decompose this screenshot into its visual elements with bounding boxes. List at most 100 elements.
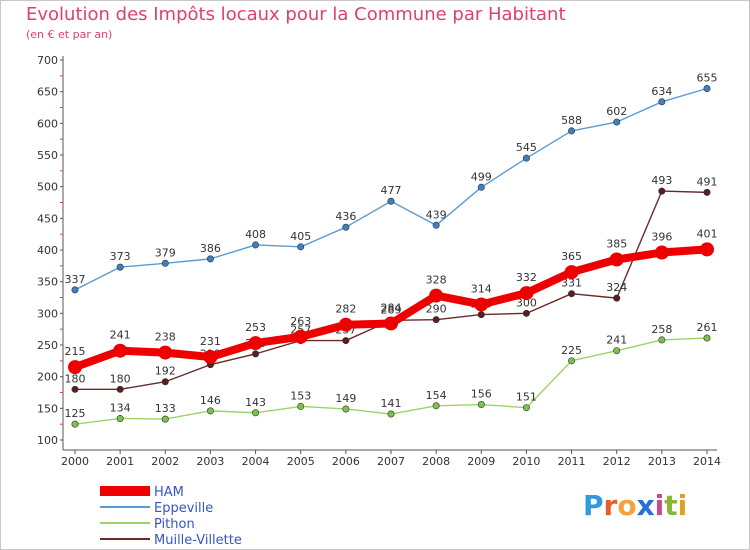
data-point <box>158 346 172 360</box>
y-tick-label: 650 <box>37 86 58 99</box>
data-point <box>339 318 353 332</box>
logo-letter: P <box>583 489 604 522</box>
data-point <box>343 224 349 230</box>
data-label: 284 <box>381 301 402 314</box>
data-point <box>207 408 213 414</box>
logo-letter: r <box>604 489 618 522</box>
data-point <box>659 99 665 105</box>
y-tick-label: 500 <box>37 181 58 194</box>
data-point <box>478 311 484 317</box>
data-label: 154 <box>426 389 447 402</box>
x-tick-label: 2000 <box>61 455 89 468</box>
x-tick-label: 2002 <box>151 455 179 468</box>
data-point <box>162 379 168 385</box>
data-label: 408 <box>245 228 266 241</box>
x-tick-label: 2008 <box>422 455 450 468</box>
data-point <box>610 253 624 267</box>
data-label: 436 <box>335 210 356 223</box>
data-point <box>117 264 123 270</box>
y-tick-label: 250 <box>37 339 58 352</box>
data-point <box>568 128 574 134</box>
data-label: 261 <box>697 321 718 334</box>
data-label: 373 <box>110 250 131 263</box>
data-label: 385 <box>606 238 627 251</box>
data-label: 332 <box>516 271 537 284</box>
data-point <box>519 286 533 300</box>
logo-letter: i <box>655 489 665 522</box>
data-label: 499 <box>471 170 492 183</box>
legend-label-muille-villette: Muille-Villette <box>154 533 242 548</box>
proxiti-logo: Proxiti <box>583 489 687 522</box>
data-point <box>388 198 394 204</box>
data-point <box>72 386 78 392</box>
data-point <box>68 360 82 374</box>
y-tick-label: 550 <box>37 149 58 162</box>
data-label: 153 <box>290 389 311 402</box>
data-label: 253 <box>245 321 266 334</box>
data-point <box>72 287 78 293</box>
data-label: 149 <box>335 392 356 405</box>
data-label: 282 <box>335 303 356 316</box>
data-point <box>298 244 304 250</box>
data-label: 258 <box>651 323 672 336</box>
x-tick-label: 2007 <box>377 455 405 468</box>
x-tick-label: 2003 <box>196 455 224 468</box>
data-label: 151 <box>516 391 537 404</box>
data-point <box>700 242 714 256</box>
data-point <box>252 410 258 416</box>
y-tick-label: 150 <box>37 402 58 415</box>
data-label: 133 <box>155 402 176 415</box>
data-point <box>659 337 665 343</box>
data-point <box>162 260 168 266</box>
data-label: 180 <box>65 372 86 385</box>
y-tick-label: 300 <box>37 307 58 320</box>
legend-label-eppeville: Eppeville <box>154 501 213 516</box>
logo-letter: o <box>617 489 636 522</box>
x-tick-label: 2004 <box>242 455 270 468</box>
data-point <box>474 297 488 311</box>
data-point <box>343 406 349 412</box>
data-label: 386 <box>200 242 221 255</box>
data-label: 337 <box>65 273 86 286</box>
data-label: 192 <box>155 365 176 378</box>
legend-label-pithon: Pithon <box>154 517 195 532</box>
data-point <box>429 289 443 303</box>
data-point <box>203 350 217 364</box>
data-label: 491 <box>697 175 718 188</box>
data-point <box>614 119 620 125</box>
data-label: 602 <box>606 105 627 118</box>
logo-letter: i <box>678 489 688 522</box>
data-label: 241 <box>606 334 627 347</box>
data-point <box>523 310 529 316</box>
data-point <box>704 189 710 195</box>
data-point <box>72 421 78 427</box>
data-point <box>655 246 669 260</box>
data-point <box>478 401 484 407</box>
data-point <box>433 222 439 228</box>
data-label: 263 <box>290 315 311 328</box>
data-point <box>298 403 304 409</box>
data-point <box>704 335 710 341</box>
data-point <box>433 316 439 322</box>
y-tick-label: 200 <box>37 371 58 384</box>
data-point <box>117 386 123 392</box>
data-point <box>568 291 574 297</box>
data-label: 238 <box>155 331 176 344</box>
data-label: 493 <box>651 174 672 187</box>
data-point <box>162 416 168 422</box>
logo-letter: x <box>637 489 655 522</box>
y-tick-label: 350 <box>37 276 58 289</box>
data-label: 215 <box>65 345 86 358</box>
data-point <box>478 184 484 190</box>
data-point <box>388 411 394 417</box>
data-label: 405 <box>290 230 311 243</box>
data-point <box>565 265 579 279</box>
data-label: 134 <box>110 401 131 414</box>
data-point <box>252 351 258 357</box>
y-tick-label: 100 <box>37 434 58 447</box>
data-label: 588 <box>561 114 582 127</box>
data-point <box>523 405 529 411</box>
data-label: 180 <box>110 372 131 385</box>
data-label: 379 <box>155 246 176 259</box>
x-tick-label: 2005 <box>287 455 315 468</box>
